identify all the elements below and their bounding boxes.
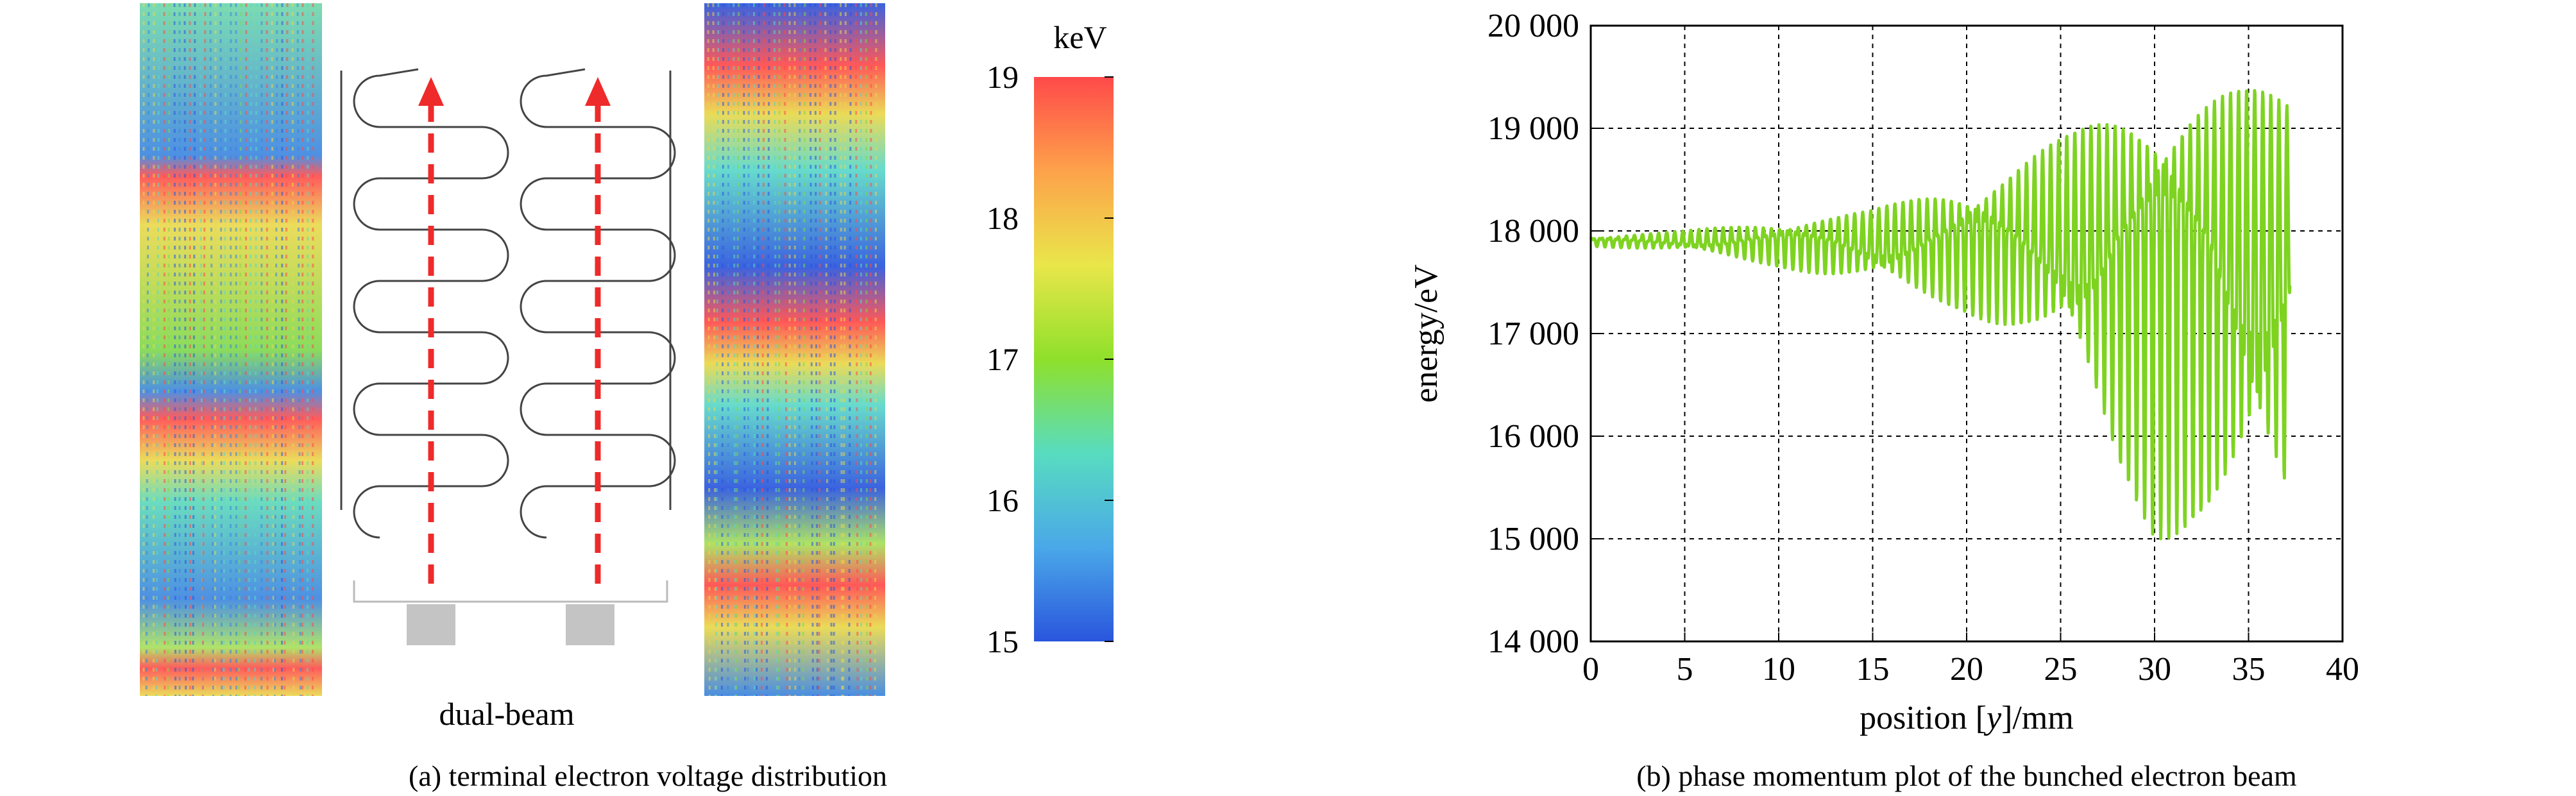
colorbar-tick-label: 17	[987, 341, 1019, 377]
right-particle-strip	[704, 3, 885, 697]
y-tick-label: 19 000	[1487, 110, 1579, 147]
axis-ticks: 0 5 10 15 20 25 30 35 40 14 000 15 000 16 000 17 000…	[1487, 8, 2359, 688]
y-tick-label: 20 000	[1487, 8, 1579, 44]
x-tick-label: 35	[2232, 651, 2266, 688]
panel-b-caption: (b) phase momentum plot of the bunched e…	[1636, 759, 2297, 792]
left-particle-strip	[140, 3, 322, 697]
colorbar-tick-label: 18	[987, 200, 1019, 236]
x-tick-label: 5	[1677, 651, 1693, 688]
y-tick-label: 17 000	[1487, 316, 1579, 352]
beam-arrowhead-right	[585, 77, 611, 106]
colorbar-tick-label: 16	[987, 482, 1019, 518]
meander-line-left	[353, 68, 509, 539]
x-axis-label: position [y]/mm	[1860, 700, 2074, 736]
x-tick-label: 0	[1582, 651, 1599, 688]
x-tick-label: 10	[1762, 651, 1795, 688]
y-tick-label: 16 000	[1487, 418, 1579, 455]
x-tick-label: 40	[2326, 651, 2359, 688]
x-tick-label: 25	[2044, 651, 2078, 688]
colorbar-tick-label: 15	[987, 623, 1019, 659]
colorbar-scale	[1034, 77, 1114, 641]
y-axis-label: energy/eV	[1408, 264, 1445, 403]
chart-series	[1589, 89, 2292, 541]
y-tick-label: 15 000	[1487, 521, 1579, 557]
dual-beam-label: dual-beam	[439, 696, 574, 732]
colorbar-unit: keV	[1053, 19, 1106, 55]
x-tick-label: 20	[1950, 651, 1983, 688]
colorbar: keV 19 18 17 16 15	[987, 19, 1114, 659]
colorbar-tick-label: 19	[987, 59, 1019, 95]
y-tick-label: 14 000	[1487, 623, 1579, 660]
collector-block-right	[566, 604, 614, 645]
collector-base	[353, 580, 668, 603]
energy-series-line	[1589, 89, 2292, 541]
beam-arrowhead-left	[418, 77, 444, 106]
dual-beam-diagram: dual-beam	[340, 68, 676, 732]
x-tick-label: 15	[1856, 651, 1890, 688]
panel-a-caption: (a) terminal electron voltage distributi…	[409, 759, 887, 792]
panel-b-chart: 0 5 10 15 20 25 30 35 40 14 000 15 000 16 000 17 000…	[1408, 8, 2359, 792]
x-tick-label: 30	[2138, 651, 2171, 688]
collector-block-left	[407, 604, 455, 645]
meander-line-right	[520, 68, 676, 539]
panel-a: dual-beam keV 19 18 17 16 15 (a) terminal el…	[140, 3, 1114, 792]
y-tick-label: 18 000	[1487, 213, 1579, 250]
